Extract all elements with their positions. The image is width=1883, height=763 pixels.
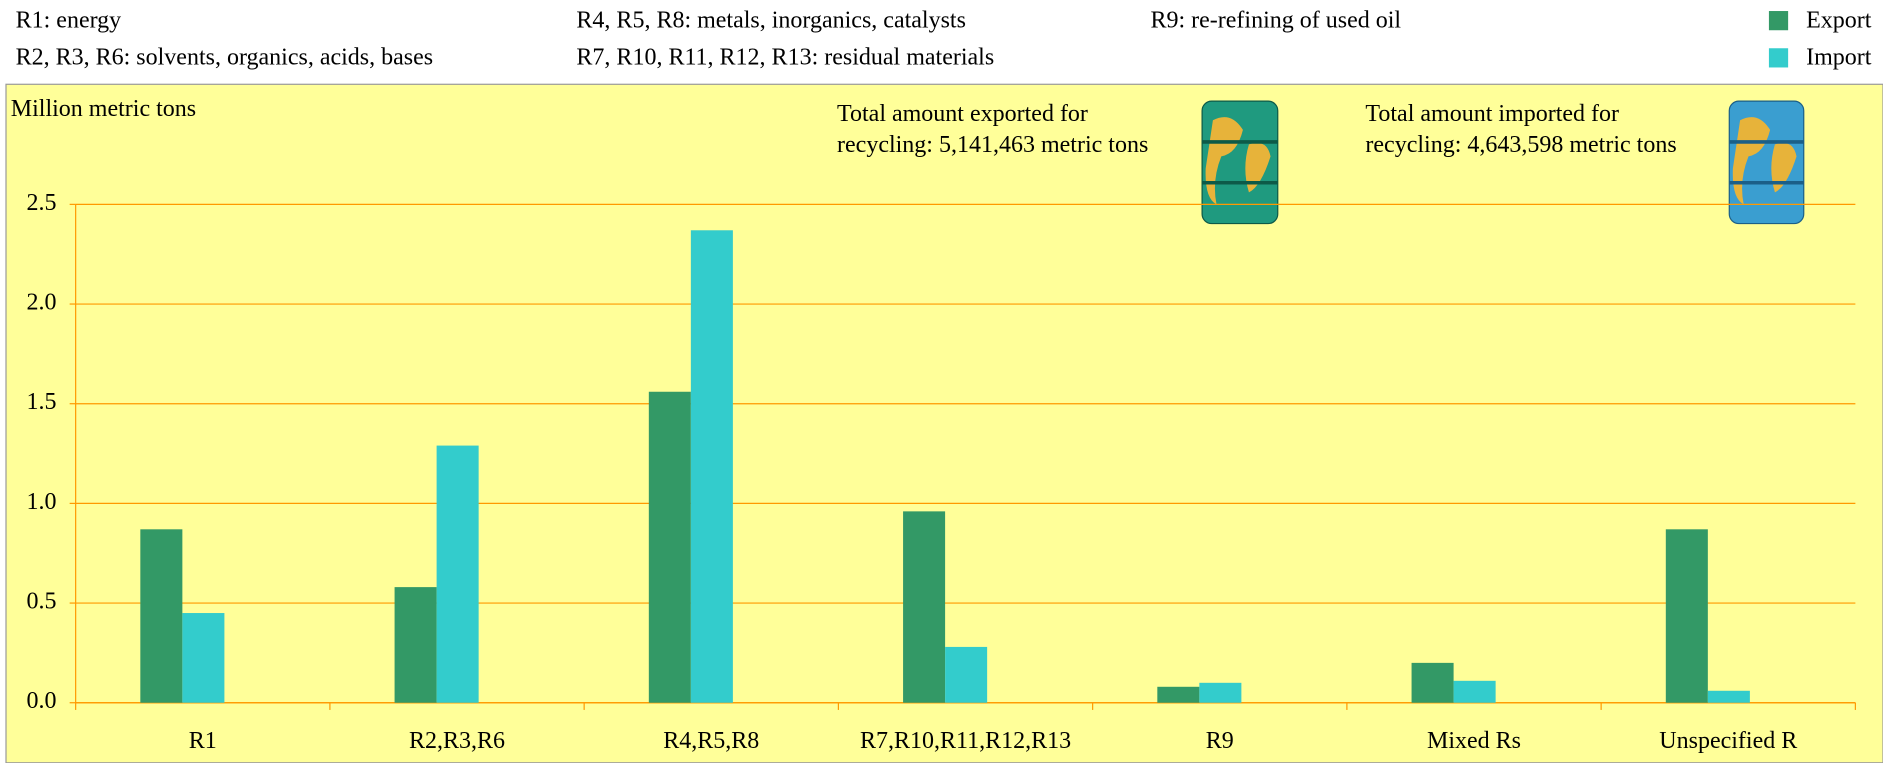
bar	[1453, 680, 1496, 703]
bar	[1157, 686, 1200, 703]
legend-note: R4, R5, R8: metals, inorganics, catalyst…	[576, 7, 966, 33]
bar	[1411, 662, 1454, 703]
barrel-import	[1728, 100, 1805, 225]
y-tick-label: 1.0	[26, 489, 56, 515]
bar	[394, 587, 437, 703]
x-tick-label: Unspecified R	[1659, 728, 1797, 754]
barrel-export	[1201, 100, 1279, 225]
y-axis-label: Million metric tons	[11, 96, 196, 122]
bar	[648, 391, 691, 703]
bar	[140, 529, 183, 703]
bar	[1665, 529, 1708, 703]
legend-label: Import	[1806, 45, 1872, 71]
y-tick-label: 0.0	[26, 688, 56, 714]
bar	[945, 646, 988, 703]
x-tick-label: Mixed Rs	[1427, 728, 1521, 754]
bar	[436, 445, 479, 703]
annotation: recycling: 4,643,598 metric tons	[1365, 132, 1676, 158]
y-tick-label: 1.5	[26, 389, 56, 415]
x-tick-label: R4,R5,R8	[663, 728, 759, 754]
legend-note: R2, R3, R6: solvents, organics, acids, b…	[16, 45, 434, 71]
x-tick-label: R2,R3,R6	[409, 728, 505, 754]
y-tick-label: 0.5	[26, 589, 56, 615]
legend-swatch	[1768, 11, 1789, 31]
x-tick-label: R7,R10,R11,R12,R13	[860, 728, 1071, 754]
legend-note: R7, R10, R11, R12, R13: residual materia…	[576, 45, 994, 71]
annotation: recycling: 5,141,463 metric tons	[837, 132, 1148, 158]
annotation: Total amount exported for	[837, 101, 1088, 127]
bar	[182, 613, 225, 703]
bar	[1199, 682, 1242, 703]
legend-label: Export	[1806, 7, 1872, 33]
x-tick-label: R9	[1206, 728, 1234, 754]
legend-note: R1: energy	[16, 7, 122, 33]
legend-swatch	[1768, 48, 1789, 68]
bar	[690, 230, 733, 703]
x-tick-label: R1	[189, 728, 217, 754]
y-tick-label: 2.0	[26, 290, 56, 316]
bar	[903, 511, 946, 703]
y-tick-label: 2.5	[26, 190, 56, 216]
legend-note: R9: re-refining of used oil	[1150, 7, 1401, 33]
annotation: Total amount imported for	[1365, 101, 1619, 127]
bar	[1707, 690, 1750, 703]
